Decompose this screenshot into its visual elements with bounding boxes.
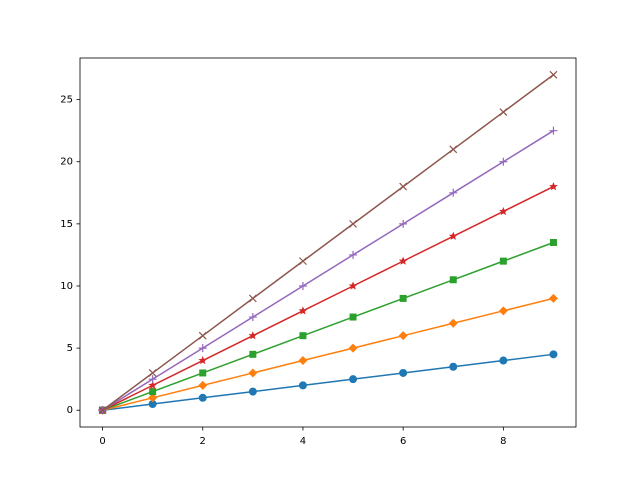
marker <box>248 313 257 322</box>
marker <box>298 356 308 366</box>
marker <box>198 331 207 340</box>
x-tick-label: 6 <box>400 436 406 447</box>
marker <box>499 157 508 166</box>
marker <box>348 281 358 290</box>
marker <box>149 388 157 396</box>
marker <box>98 406 107 415</box>
plot-frame <box>79 57 577 428</box>
y-tick-label: 0 <box>67 405 73 416</box>
x-tick-label: 2 <box>200 436 206 447</box>
marker <box>448 318 458 328</box>
marker <box>249 350 257 358</box>
marker <box>349 375 358 384</box>
marker <box>399 294 407 302</box>
marker <box>248 387 257 396</box>
line <box>102 297 554 411</box>
marker <box>298 281 307 290</box>
marker <box>348 343 358 353</box>
marker <box>398 331 408 341</box>
marker <box>248 368 258 378</box>
y-tick-label: 20 <box>60 157 73 168</box>
marker <box>399 368 408 377</box>
marker <box>499 206 508 216</box>
marker <box>349 313 357 321</box>
x-tick-label: 8 <box>500 436 506 447</box>
marker <box>549 70 558 79</box>
x-tick-label: 0 <box>99 436 105 447</box>
marker <box>299 257 307 266</box>
marker <box>298 306 308 315</box>
marker <box>399 182 408 191</box>
marker <box>299 332 307 340</box>
line <box>102 241 554 411</box>
marker <box>349 250 358 259</box>
y-tick-label: 15 <box>60 219 73 230</box>
marker <box>549 182 558 191</box>
marker <box>199 369 207 377</box>
marker <box>398 256 408 265</box>
marker <box>499 356 508 365</box>
marker <box>498 306 508 316</box>
marker <box>148 369 157 377</box>
marker <box>499 257 507 265</box>
marker <box>148 380 157 390</box>
line <box>102 185 554 411</box>
marker <box>449 188 458 197</box>
marker <box>148 393 158 403</box>
y-tick-label: 5 <box>67 343 73 354</box>
marker <box>448 231 458 240</box>
marker <box>298 381 307 390</box>
y-tick-label: 10 <box>60 281 73 292</box>
marker <box>399 219 408 228</box>
marker <box>449 145 458 154</box>
marker <box>148 400 157 409</box>
marker <box>198 380 208 390</box>
marker <box>549 126 558 135</box>
marker <box>548 293 558 303</box>
y-tick-label: 25 <box>60 95 73 106</box>
line <box>102 353 554 411</box>
marker <box>449 276 457 284</box>
line <box>102 130 554 411</box>
marker <box>248 294 257 303</box>
marker <box>248 331 258 340</box>
marker <box>549 239 557 246</box>
line <box>102 74 554 411</box>
marker <box>349 219 357 228</box>
marker <box>198 344 207 353</box>
marker <box>499 108 508 116</box>
x-tick-label: 4 <box>300 436 306 447</box>
marker <box>449 362 458 371</box>
marker <box>148 375 157 384</box>
marker <box>549 350 558 359</box>
marker <box>198 393 207 402</box>
marker <box>198 356 208 365</box>
